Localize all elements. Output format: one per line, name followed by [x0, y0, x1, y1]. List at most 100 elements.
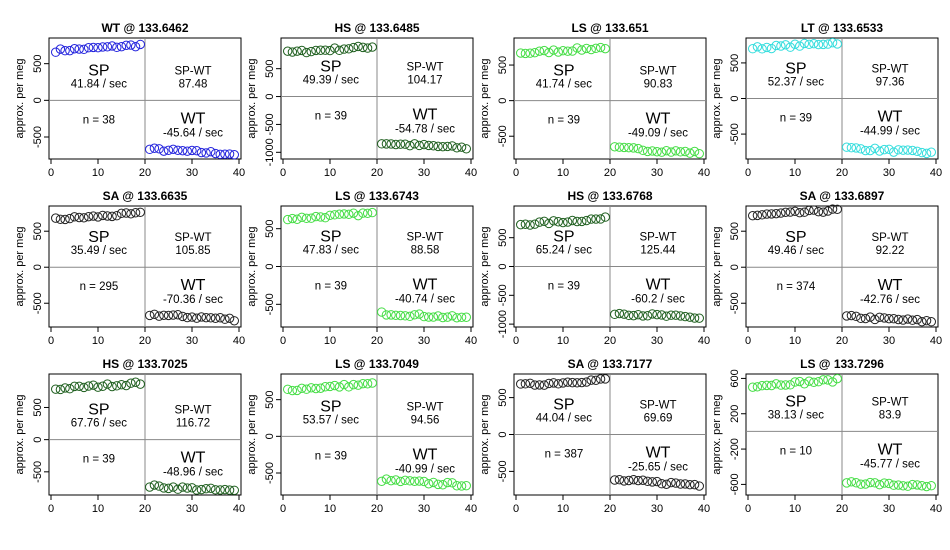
data-point [88, 380, 99, 390]
data-point [126, 209, 136, 219]
y-tick-label: -1000 [497, 310, 509, 338]
data-point [358, 208, 368, 218]
wt-label: WT [181, 450, 206, 467]
data-point [51, 384, 61, 394]
x-tick-label: 0 [513, 503, 519, 515]
data-point [600, 374, 610, 384]
data-point [921, 481, 932, 492]
x-tick-label: 40 [233, 335, 245, 347]
data-point [55, 44, 66, 54]
wt-rate: -45.64 / sec [163, 127, 223, 139]
data-point [419, 476, 429, 487]
data-point [757, 380, 767, 391]
data-point [79, 382, 89, 393]
data-point [224, 149, 235, 159]
data-point [414, 476, 424, 486]
data-point [823, 39, 833, 49]
data-point [694, 481, 704, 491]
data-point [83, 211, 94, 222]
data-point [377, 307, 387, 317]
data-point [461, 144, 471, 154]
data-point [206, 313, 216, 323]
x-tick-label: 0 [513, 335, 519, 347]
data-point [898, 145, 908, 155]
data-point [428, 477, 439, 488]
data-point [689, 146, 700, 157]
n-label: n = 39 [315, 281, 347, 293]
n-label: n = 295 [80, 281, 119, 293]
y-tick-label: -500 [497, 460, 509, 482]
data-point [680, 311, 690, 322]
panel-title: LS @ 133.6743 [335, 189, 419, 203]
data-point [912, 480, 922, 490]
sp-rate: 67.76 / sec [71, 418, 128, 430]
panel-title: LS @ 133.651 [571, 21, 648, 35]
data-point [220, 149, 230, 159]
chart-panel-1: WT @ 133.6462 0 10 20 30 40 -500 0 500 approx. pe… [14, 21, 245, 179]
data-point [675, 311, 686, 321]
data-point [187, 312, 197, 322]
data-point [898, 481, 908, 491]
data-point [107, 381, 117, 392]
data-point [154, 311, 164, 321]
data-point [544, 47, 554, 58]
data-point [680, 479, 690, 489]
diff-label: SP-WT [174, 232, 211, 244]
data-point [595, 374, 606, 384]
data-point [442, 477, 453, 488]
data-point [748, 44, 758, 54]
data-point [206, 483, 216, 493]
data-point [516, 379, 526, 389]
data-point [771, 379, 781, 389]
data-point [65, 213, 75, 224]
data-point [647, 309, 657, 319]
y-tick-label: -600 [729, 473, 741, 495]
data-point [145, 144, 155, 155]
data-point [334, 45, 345, 56]
data-point [102, 211, 113, 221]
data-point [633, 309, 643, 320]
chart-panel-7: HS @ 133.6768 0 10 20 30 40 -1000 -500 0 500 appro… [479, 189, 710, 347]
data-point [55, 214, 66, 224]
chart-panel-4: LT @ 133.6533 0 10 20 30 40 -500 0 500 approx. pe… [711, 21, 942, 179]
x-tick-label: 20 [139, 335, 151, 347]
y-tick-label: 0 [497, 263, 509, 269]
diff-label: SP-WT [871, 396, 908, 408]
data-point [325, 210, 335, 221]
data-point [548, 45, 559, 55]
x-tick-label: 10 [789, 503, 801, 515]
x-tick-label: 40 [698, 167, 710, 179]
data-point [348, 42, 359, 53]
data-point [860, 313, 871, 324]
data-point [424, 312, 434, 322]
x-tick-label: 40 [930, 167, 942, 179]
y-tick-label: -500 [32, 292, 44, 314]
data-point [785, 42, 795, 52]
diff-value: 125.44 [640, 245, 676, 257]
data-point [685, 148, 695, 158]
data-point [438, 480, 448, 490]
data-point [381, 310, 392, 320]
data-point [539, 380, 549, 390]
data-point [163, 310, 174, 321]
n-label: n = 38 [83, 114, 115, 126]
data-point [771, 208, 781, 219]
diff-value: 87.48 [179, 78, 208, 90]
data-point [381, 474, 392, 484]
data-point [846, 477, 857, 487]
x-tick-label: 10 [92, 503, 104, 515]
data-point [367, 42, 377, 52]
data-point [405, 476, 415, 486]
x-tick-label: 10 [92, 167, 104, 179]
data-point [912, 314, 922, 325]
data-point [799, 207, 810, 217]
data-point [130, 41, 141, 52]
y-tick-label: 500 [497, 388, 509, 406]
sp-rate: 52.37 / sec [768, 77, 825, 89]
data-point [428, 312, 439, 322]
data-point [614, 142, 625, 152]
data-point [358, 378, 368, 389]
data-point [60, 214, 70, 225]
x-tick-label: 40 [698, 335, 710, 347]
data-point [638, 311, 648, 321]
